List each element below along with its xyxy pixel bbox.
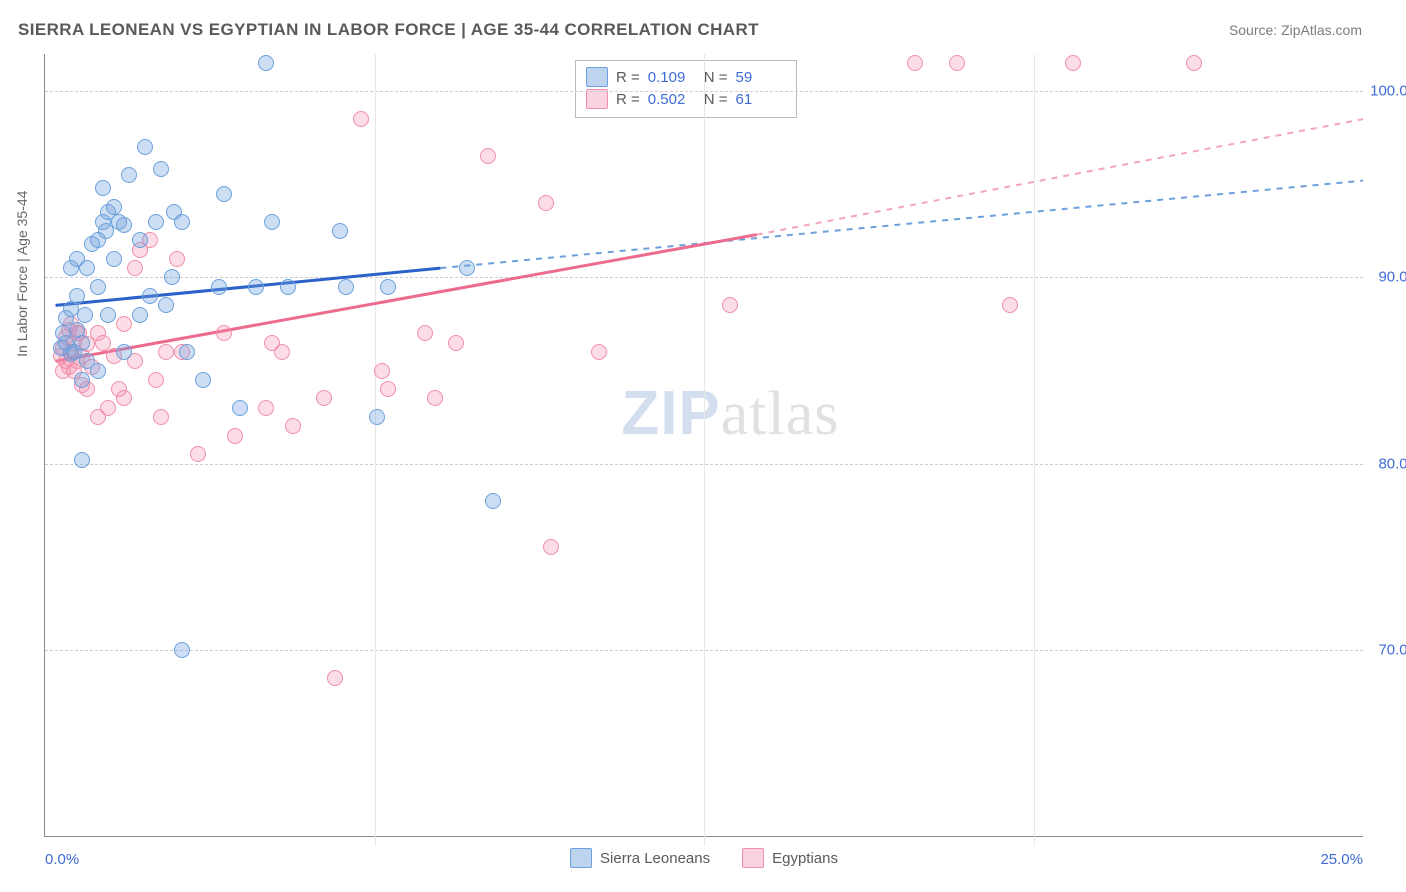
ytick-label: 80.0% [1378,455,1406,472]
ytick-label: 70.0% [1378,641,1406,658]
scatter-point [369,409,385,425]
xtick-label: 25.0% [1320,851,1363,868]
plot-area: ZIPatlas R = 0.109 N = 59 R = 0.502 N = … [44,54,1363,837]
scatter-point [543,539,559,555]
scatter-point [722,297,738,313]
scatter-point [79,353,95,369]
scatter-point [285,418,301,434]
source-attribution: Source: ZipAtlas.com [1229,22,1362,38]
scatter-point [132,232,148,248]
scatter-point [338,279,354,295]
legend-item-1: Sierra Leoneans [570,848,710,868]
scatter-point [316,390,332,406]
scatter-point [164,269,180,285]
ytick-label: 100.0% [1370,83,1406,100]
scatter-point [148,214,164,230]
scatter-point [211,279,227,295]
scatter-point [90,409,106,425]
scatter-point [417,325,433,341]
scatter-point [166,204,182,220]
scatter-point [591,344,607,360]
scatter-point [258,55,274,71]
xtick-label: 0.0% [45,851,79,868]
scatter-point [216,186,232,202]
scatter-point [264,214,280,230]
scatter-point [116,344,132,360]
scatter-point [158,297,174,313]
scatter-point [190,446,206,462]
scatter-point [127,260,143,276]
scatter-point [153,161,169,177]
scatter-point [485,493,501,509]
scatter-point [174,642,190,658]
scatter-point [74,452,90,468]
scatter-point [380,279,396,295]
scatter-point [100,307,116,323]
scatter-point [258,400,274,416]
swatch-series-1-bottom [570,848,592,868]
scatter-point [380,381,396,397]
scatter-point [95,180,111,196]
scatter-point [248,279,264,295]
scatter-point [142,288,158,304]
scatter-point [121,167,137,183]
scatter-point [148,372,164,388]
legend-label-1: Sierra Leoneans [600,850,710,867]
scatter-point [353,111,369,127]
scatter-point [111,381,127,397]
legend-item-2: Egyptians [742,848,838,868]
scatter-point [58,310,74,326]
scatter-point [264,335,280,351]
scatter-point [1002,297,1018,313]
scatter-point [53,340,69,356]
scatter-point [374,363,390,379]
scatter-point [227,428,243,444]
ytick-label: 90.0% [1378,269,1406,286]
scatter-point [55,363,71,379]
scatter-point [427,390,443,406]
scatter-point [480,148,496,164]
scatter-point [153,409,169,425]
scatter-point [55,325,71,341]
scatter-point [459,260,475,276]
scatter-point [538,195,554,211]
scatter-point [332,223,348,239]
scatter-point [280,279,296,295]
scatter-point [907,55,923,71]
scatter-point [949,55,965,71]
y-axis-title: In Labor Force | Age 35-44 [14,191,30,357]
scatter-point [1186,55,1202,71]
scatter-point [63,260,79,276]
bottom-legend: Sierra Leoneans Egyptians [570,848,838,868]
scatter-point [448,335,464,351]
scatter-point [169,251,185,267]
scatter-point [84,236,100,252]
scatter-point [232,400,248,416]
trend-line-dashed [757,119,1363,234]
scatter-point [179,344,195,360]
scatter-point [195,372,211,388]
scatter-point [137,139,153,155]
trend-line-dashed [440,181,1363,269]
scatter-point [327,670,343,686]
chart-title: SIERRA LEONEAN VS EGYPTIAN IN LABOR FORC… [18,20,759,40]
swatch-series-2-bottom [742,848,764,868]
scatter-point [90,279,106,295]
scatter-point [106,251,122,267]
scatter-point [158,344,174,360]
trend-lines-layer [45,54,1363,836]
scatter-point [116,316,132,332]
scatter-point [132,307,148,323]
scatter-point [95,214,111,230]
scatter-point [216,325,232,341]
scatter-point [1065,55,1081,71]
legend-label-2: Egyptians [772,850,838,867]
scatter-point [74,372,90,388]
